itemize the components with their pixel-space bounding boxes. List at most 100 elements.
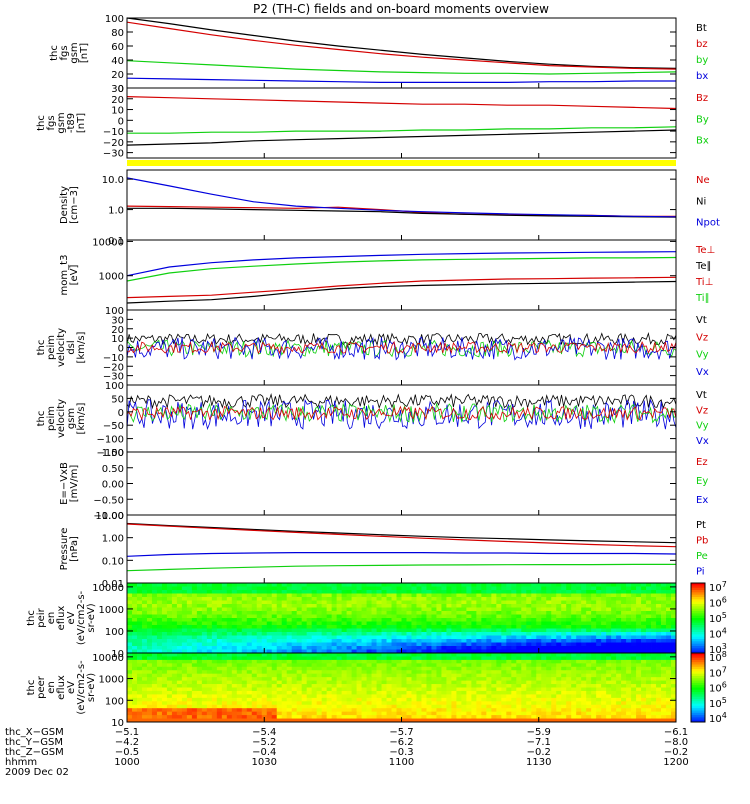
p10-cell bbox=[301, 687, 308, 692]
p10-cell bbox=[426, 690, 432, 695]
p10-cell bbox=[651, 663, 657, 668]
p10-cell bbox=[606, 701, 612, 706]
p10-cell bbox=[301, 659, 308, 664]
p10-cell bbox=[281, 680, 288, 685]
p9-cell bbox=[426, 618, 432, 622]
p9-cell bbox=[386, 604, 392, 608]
p9-cell bbox=[341, 590, 347, 594]
p10-cell bbox=[641, 697, 647, 702]
p9-cell bbox=[231, 604, 238, 608]
p9-cell bbox=[306, 614, 313, 619]
p9-cell bbox=[646, 611, 652, 615]
p9-colorbar-step bbox=[691, 643, 705, 647]
p9-cell bbox=[386, 632, 392, 636]
p9-cell bbox=[141, 604, 148, 608]
p10-cell bbox=[271, 659, 278, 664]
p10-cell bbox=[626, 690, 632, 695]
p10-cell bbox=[526, 659, 532, 664]
p10-cell bbox=[526, 656, 532, 661]
p10-cell bbox=[191, 711, 198, 716]
p10-cell bbox=[346, 708, 352, 713]
p10-cell bbox=[376, 687, 382, 692]
p9-cell bbox=[576, 632, 582, 636]
p9-cell bbox=[321, 642, 328, 647]
p9-cell bbox=[146, 604, 153, 608]
p10-cell bbox=[291, 684, 298, 688]
p10-cell bbox=[561, 708, 567, 713]
p9-cell bbox=[131, 597, 138, 601]
p9-cell bbox=[606, 635, 612, 640]
p1-ylabel: thcfgsgsm[nT] bbox=[49, 42, 90, 63]
p10-cell bbox=[451, 663, 457, 668]
p9-cell bbox=[466, 618, 472, 622]
p9-cell bbox=[206, 632, 213, 636]
p9-cell bbox=[466, 639, 472, 643]
p9-cell bbox=[201, 639, 208, 643]
p9-cell bbox=[311, 621, 318, 626]
p9-cell bbox=[336, 635, 343, 640]
p9-cell bbox=[421, 597, 427, 601]
p10-cell bbox=[651, 666, 657, 671]
p10-cell bbox=[306, 701, 313, 706]
p9-cell bbox=[486, 583, 492, 587]
p10-cell bbox=[526, 704, 532, 709]
p10-cell bbox=[481, 653, 487, 657]
p9-cell bbox=[461, 597, 467, 601]
p10-cell bbox=[231, 673, 238, 678]
p9-cell bbox=[421, 618, 427, 622]
p10-cell bbox=[576, 670, 582, 675]
p10-cell bbox=[576, 701, 582, 706]
p9-cell bbox=[501, 621, 507, 626]
p9-cell bbox=[131, 618, 138, 622]
p10-cell bbox=[321, 659, 328, 664]
p9-cell bbox=[536, 600, 542, 605]
p10-cell bbox=[656, 666, 662, 671]
p10-cell bbox=[631, 656, 637, 661]
p10-cell bbox=[261, 680, 268, 685]
p10-cell bbox=[501, 666, 507, 671]
p10-cell bbox=[131, 659, 138, 664]
p10-cell bbox=[281, 708, 288, 713]
p9-cell bbox=[161, 611, 168, 615]
p9-cell bbox=[661, 586, 667, 591]
p10-cell bbox=[141, 684, 148, 688]
p9-cell bbox=[576, 628, 582, 633]
p10-cell bbox=[231, 718, 238, 723]
p10-cell bbox=[461, 659, 467, 664]
p10-cell bbox=[401, 680, 407, 685]
p10-cell bbox=[661, 670, 667, 675]
p9-cell bbox=[461, 628, 467, 633]
p9-cell bbox=[441, 600, 447, 605]
p10-cell bbox=[426, 677, 432, 681]
p10-cell bbox=[456, 663, 462, 668]
p9-cell bbox=[236, 604, 243, 608]
p10-cell bbox=[371, 708, 377, 713]
p9-cell bbox=[286, 625, 293, 629]
p9-cell bbox=[151, 614, 158, 619]
p9-cell bbox=[281, 618, 288, 622]
p9-cell bbox=[431, 611, 437, 615]
p9-cell bbox=[601, 593, 607, 598]
p9-cell bbox=[261, 607, 268, 612]
p9-cell bbox=[231, 649, 238, 654]
p10-cell bbox=[626, 680, 632, 685]
p9-cell bbox=[381, 607, 387, 612]
p9-cell bbox=[441, 632, 447, 636]
p10-cell bbox=[416, 670, 422, 675]
p10-cell bbox=[541, 690, 547, 695]
p9-cell bbox=[201, 586, 208, 591]
p10-cell bbox=[561, 701, 567, 706]
p10-cell bbox=[641, 704, 647, 709]
p9-cell bbox=[321, 628, 328, 633]
p10-cell bbox=[546, 656, 552, 661]
p10-cell bbox=[216, 656, 223, 661]
p10-cell bbox=[206, 711, 213, 716]
p9-cell bbox=[281, 593, 288, 598]
p10-cell bbox=[611, 687, 617, 692]
p9-cell bbox=[166, 600, 173, 605]
p10-cell bbox=[151, 687, 158, 692]
p10-cell bbox=[461, 708, 467, 713]
p10-cell bbox=[641, 694, 647, 699]
p10-cell bbox=[596, 656, 602, 661]
p9-cell bbox=[466, 604, 472, 608]
